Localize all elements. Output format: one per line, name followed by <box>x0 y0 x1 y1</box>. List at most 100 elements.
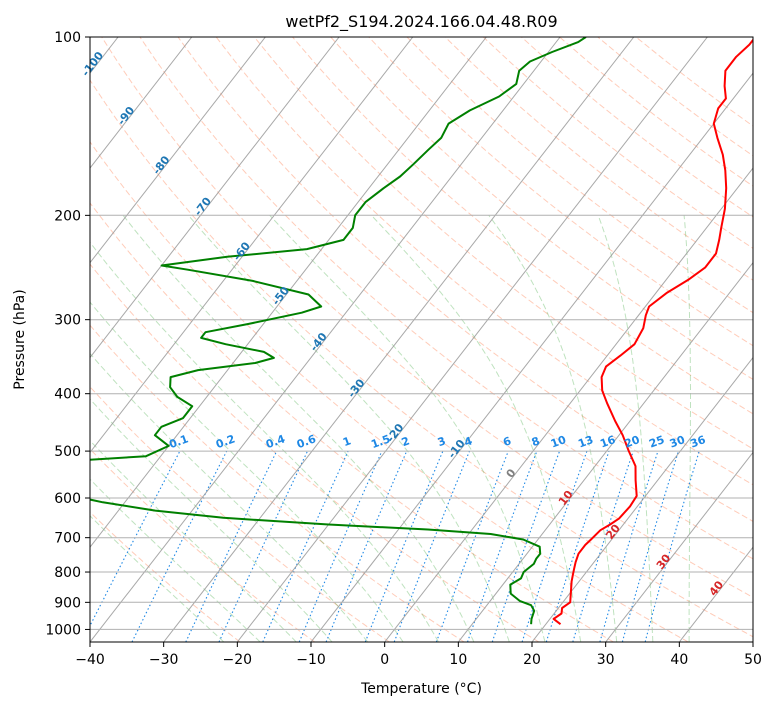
moist-adiabat <box>90 398 333 642</box>
dry-adiabat <box>292 37 753 415</box>
isotherm-line <box>90 37 340 359</box>
isotherm-line <box>752 641 753 642</box>
dry-adiabat <box>90 79 753 638</box>
mixing-ratio-label: 1 <box>341 434 353 449</box>
mixing-ratio-line <box>644 450 700 642</box>
mixing-ratio-label: 20 <box>623 433 642 451</box>
y-tick-label: 600 <box>54 491 81 507</box>
x-tick-label: 30 <box>597 652 615 668</box>
isotherm-label: -50 <box>270 284 293 308</box>
x-tick-label: 0 <box>380 652 389 668</box>
dry-adiabat <box>90 140 689 642</box>
isotherm-line <box>310 72 753 642</box>
mixing-ratio-line <box>621 450 680 642</box>
mixing-ratio-line <box>325 450 408 642</box>
isotherm-line <box>90 37 561 642</box>
mixing-ratio-label: 13 <box>576 433 595 450</box>
y-tick-label: 500 <box>54 444 81 460</box>
dry-adiabat <box>90 324 465 642</box>
mixing-ratio-line <box>393 450 471 642</box>
dewpoint-profile <box>90 37 587 625</box>
x-tick-label: −10 <box>296 652 326 668</box>
mixing-ratio-label: 0.1 <box>167 432 190 451</box>
moist-adiabat <box>122 214 475 642</box>
dry-adiabat-label: 20 <box>603 522 623 542</box>
x-axis: −40 −30 −20 −10 0 10 20 30 40 50 <box>75 642 762 668</box>
isotherm-label: -30 <box>345 376 368 400</box>
dry-adiabat <box>139 37 753 560</box>
mixing-ratio-label: 0.6 <box>295 432 318 451</box>
isotherm-line <box>236 37 708 642</box>
mixing-ratio-label: 8 <box>530 434 542 449</box>
isotherm-line <box>457 261 753 642</box>
isotherm-line <box>163 37 635 642</box>
mixing-ratio-label: 10 <box>549 433 568 451</box>
dry-adiabat <box>253 37 753 450</box>
isotherm-label: -100 <box>79 49 106 79</box>
mixing-ratio-label: 25 <box>647 433 666 450</box>
y-tick-label: 700 <box>54 531 81 547</box>
isotherm-label: -40 <box>307 330 330 354</box>
mixing-ratio-label: 0.4 <box>264 432 287 451</box>
y-tick-label: 800 <box>54 565 81 581</box>
x-tick-label: −30 <box>149 652 179 668</box>
dry-adiabat <box>90 263 540 642</box>
mixing-ratio-line <box>131 450 228 642</box>
moist-adiabat <box>90 515 225 642</box>
y-axis-label: Pressure (hPa) <box>12 289 28 389</box>
mixing-ratio-label: 4 <box>462 434 474 449</box>
isotherm-label: -60 <box>231 239 254 263</box>
mixing-ratio-line <box>298 450 383 642</box>
background-lines <box>90 37 753 642</box>
x-tick-label: −20 <box>223 652 253 668</box>
mixing-ratio-line <box>521 450 588 642</box>
y-tick-label: 400 <box>54 387 81 403</box>
dry-adiabat <box>90 202 614 642</box>
series-layer <box>90 37 753 625</box>
mixing-ratio-line <box>572 450 634 642</box>
isotherm-line <box>90 37 266 264</box>
temperature-profile <box>552 38 753 625</box>
moist-adiabat <box>488 215 618 642</box>
mixing-ratio-label: 2 <box>400 434 412 449</box>
mixing-ratio-label: 30 <box>668 433 687 451</box>
mixing-ratio-label: 16 <box>598 433 617 451</box>
mixing-ratio-label: 3 <box>436 434 448 449</box>
mixing-ratio-line <box>491 450 561 642</box>
isotherm-label: -90 <box>115 104 138 128</box>
isotherm-line <box>531 356 753 642</box>
y-tick-label: 100 <box>54 30 81 46</box>
isotherm-zero-label: 0 <box>504 466 519 480</box>
mixing-ratio-line <box>364 450 444 642</box>
moist-adiabat <box>683 215 691 642</box>
chart-title: wetPf2_S194.2024.166.04.48.R09 <box>285 12 557 32</box>
moist-adiabat <box>90 478 261 642</box>
dry-adiabat <box>330 37 753 380</box>
y-tick-label: 900 <box>54 595 81 611</box>
isotherm-label: -80 <box>150 153 173 177</box>
isotherm-line <box>605 451 753 642</box>
dry-adiabat <box>90 386 390 642</box>
dry-adiabat <box>90 448 315 642</box>
mixing-ratio-label: 36 <box>689 433 708 451</box>
mixing-ratio-label: 6 <box>501 434 513 449</box>
mixing-ratio-line <box>545 450 610 642</box>
isotherm-line <box>90 37 487 548</box>
dry-adiabat <box>101 37 753 598</box>
y-axis: 100 200 300 400 500 600 700 800 900 1000 <box>45 30 90 638</box>
x-tick-label: 10 <box>449 652 467 668</box>
moist-adiabat <box>90 352 369 642</box>
dry-adiabat <box>444 37 753 281</box>
x-tick-label: −40 <box>75 652 105 668</box>
dry-adiabat-label: 10 <box>556 488 576 508</box>
isotherm-line <box>384 167 753 642</box>
moist-adiabat <box>597 215 654 642</box>
dry-adiabat <box>90 511 241 642</box>
plot-frame <box>89 36 754 643</box>
mixing-ratio-line <box>262 450 349 642</box>
dry-adiabat <box>368 37 753 347</box>
y-tick-label: 1000 <box>45 622 81 638</box>
moist-adiabat <box>371 214 582 642</box>
dry-adiabat <box>215 37 753 486</box>
mixing-ratio-line <box>599 450 659 642</box>
